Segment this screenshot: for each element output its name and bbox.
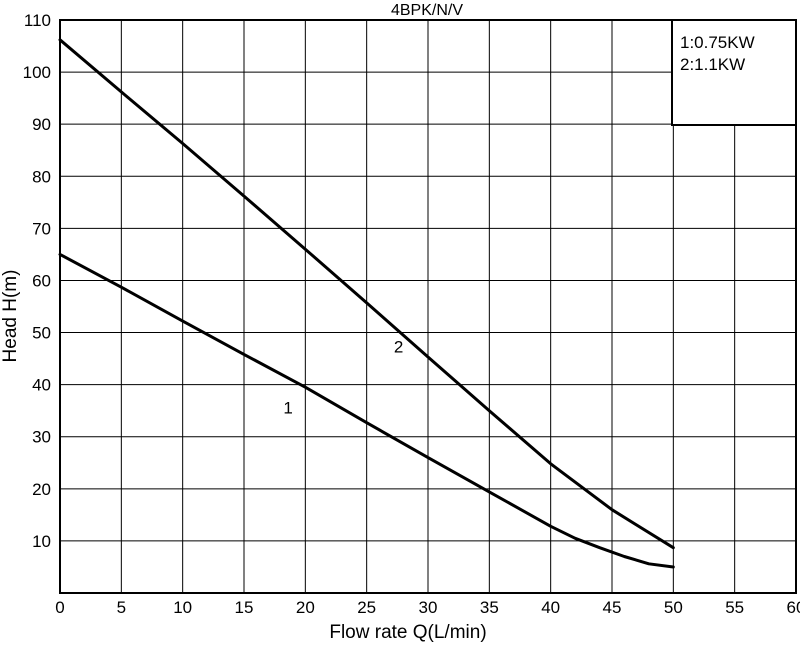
plot-frame bbox=[59, 19, 797, 594]
y-tick-label: 80 bbox=[32, 167, 51, 186]
curve-label-1: 1 bbox=[283, 398, 292, 417]
y-tick-label: 90 bbox=[32, 115, 51, 134]
x-tick-label: 35 bbox=[480, 598, 499, 617]
chart-title: 4BPK/N/V bbox=[391, 2, 463, 19]
x-tick-label: 5 bbox=[117, 598, 126, 617]
x-tick-labels: 0 5 10 15 20 25 30 35 40 45 50 55 60 bbox=[55, 598, 800, 617]
x-tick-label: 45 bbox=[603, 598, 622, 617]
x-tick-label: 25 bbox=[357, 598, 376, 617]
y-tick-label: 60 bbox=[32, 271, 51, 290]
x-tick-label: 10 bbox=[173, 598, 192, 617]
legend-frame bbox=[671, 19, 797, 126]
x-tick-label: 30 bbox=[419, 598, 438, 617]
y-tick-label: 70 bbox=[32, 219, 51, 238]
legend-box: 1:0.75KW 2:1.1KW bbox=[671, 19, 797, 126]
legend-entry-2: 2:1.1KW bbox=[680, 55, 745, 74]
y-tick-label: 40 bbox=[32, 376, 51, 395]
curve-labels: 12 bbox=[283, 337, 403, 417]
y-tick-label: 30 bbox=[32, 428, 51, 447]
x-axis-label: Flow rate Q(L/min) bbox=[329, 622, 486, 643]
x-tick-label: 50 bbox=[664, 598, 683, 617]
x-tick-label: 0 bbox=[55, 598, 64, 617]
curve-1 bbox=[58, 252, 675, 569]
y-axis-label: Head H(m) bbox=[0, 270, 21, 363]
x-tick-label: 20 bbox=[296, 598, 315, 617]
y-tick-labels: 10 20 30 40 50 60 70 80 90 100 110 bbox=[23, 11, 51, 551]
y-tick-label: 20 bbox=[32, 480, 51, 499]
x-tick-label: 15 bbox=[235, 598, 254, 617]
curve-label-2: 2 bbox=[394, 337, 403, 356]
x-tick-label: 55 bbox=[725, 598, 744, 617]
y-tick-label: 50 bbox=[32, 324, 51, 343]
y-tick-label: 110 bbox=[24, 11, 51, 30]
x-tick-label: 60 bbox=[787, 598, 800, 617]
y-tick-label: 10 bbox=[32, 532, 51, 551]
y-tick-label: 100 bbox=[23, 63, 51, 82]
legend-entry-1: 1:0.75KW bbox=[680, 33, 755, 52]
curve-2 bbox=[58, 38, 675, 550]
x-tick-label: 40 bbox=[541, 598, 560, 617]
curves bbox=[58, 38, 675, 569]
